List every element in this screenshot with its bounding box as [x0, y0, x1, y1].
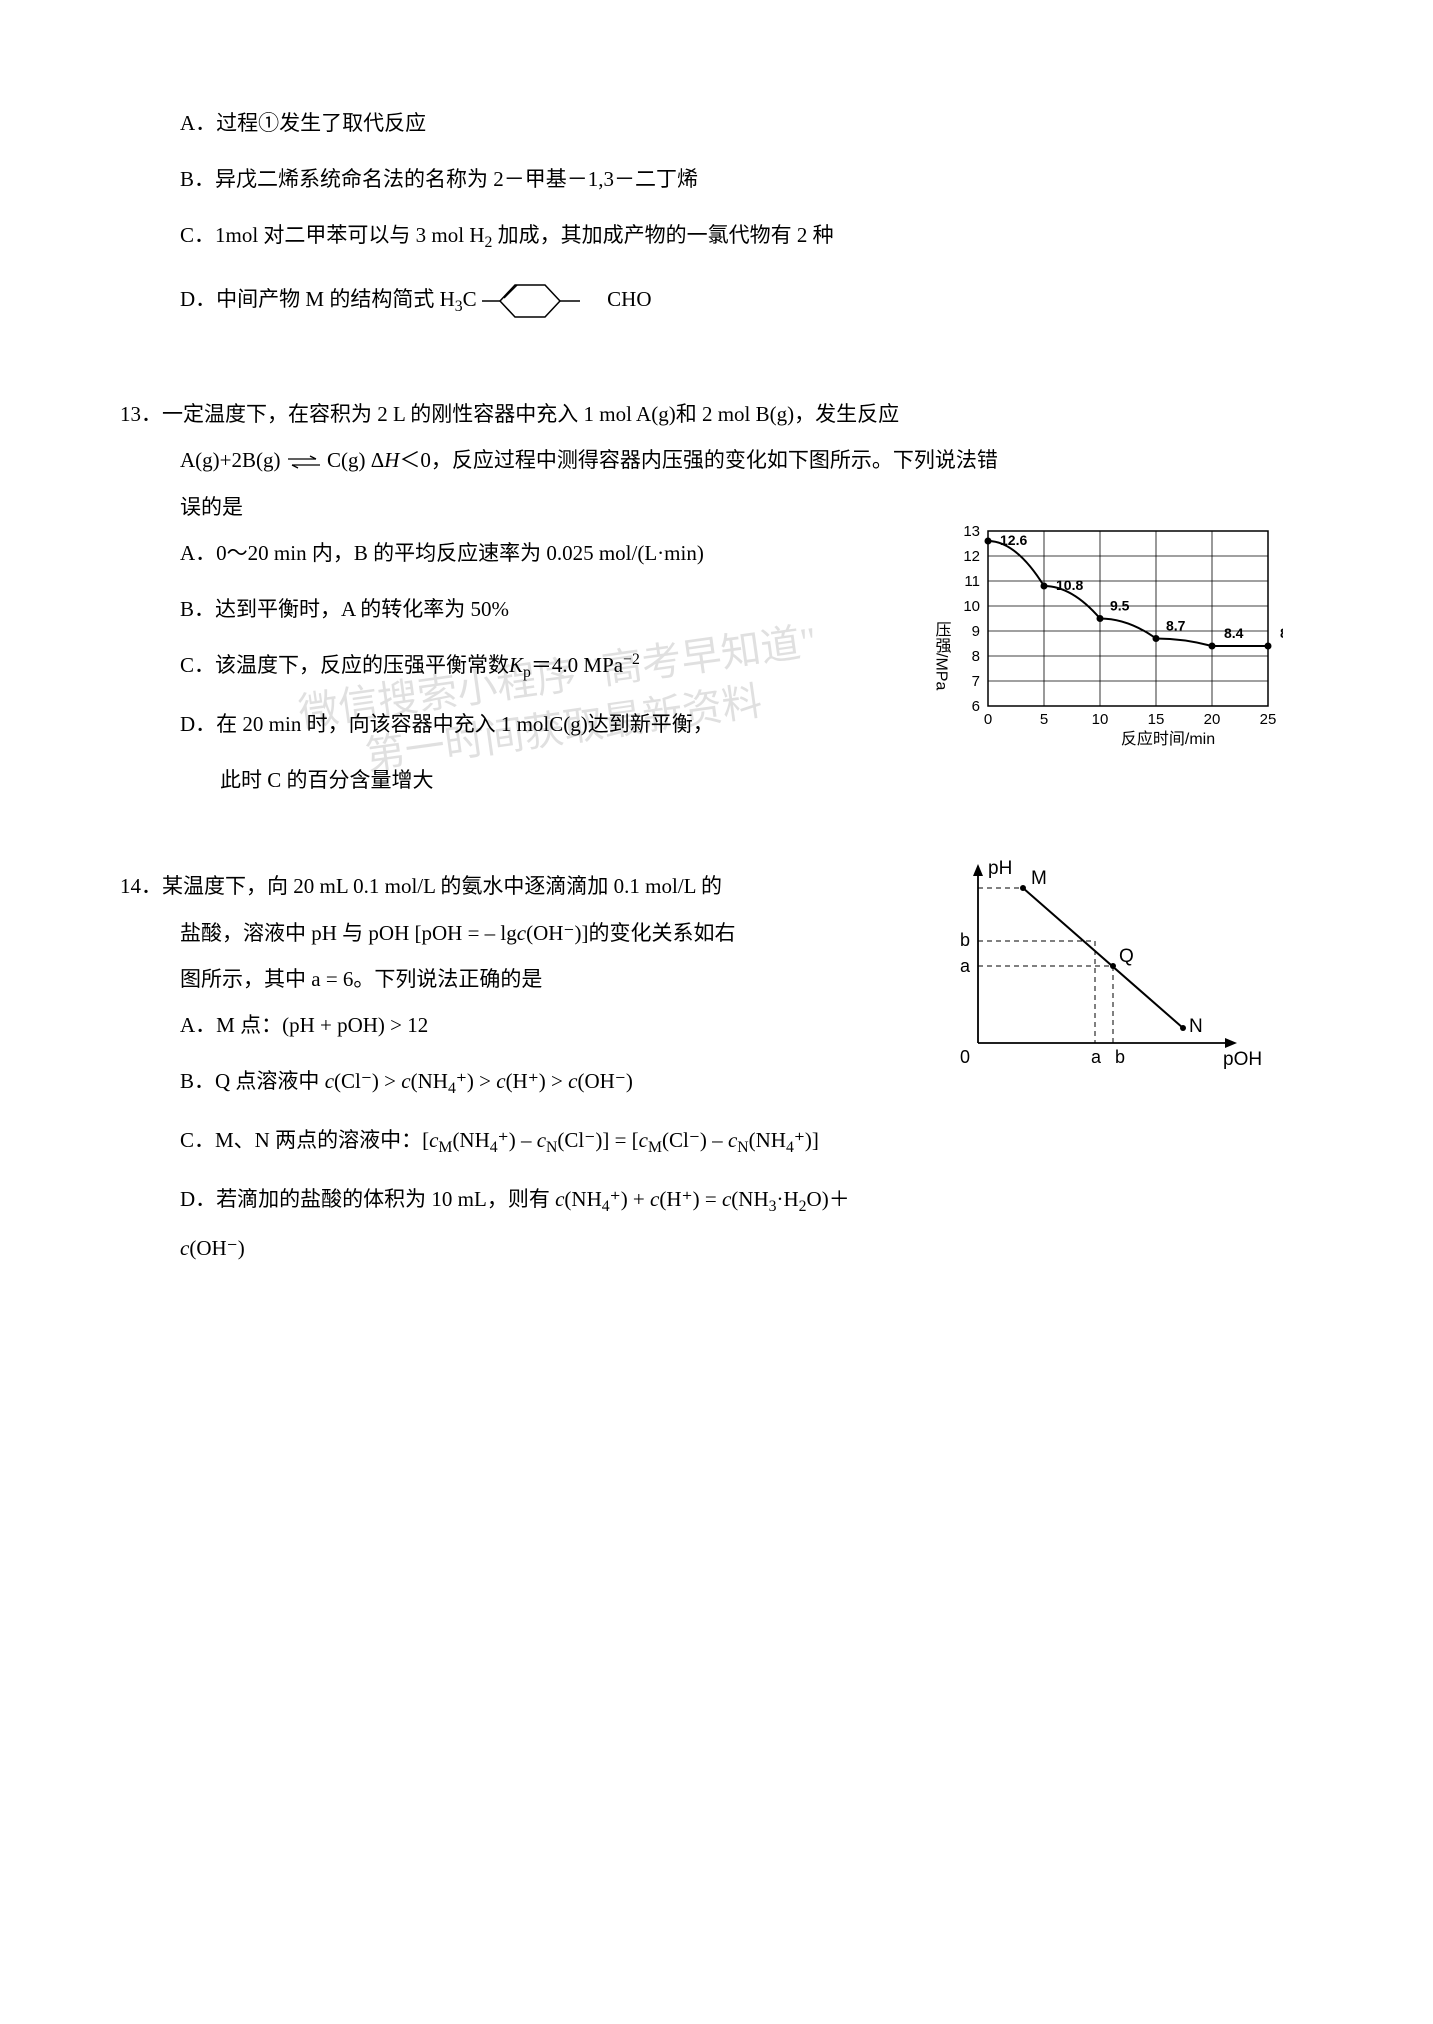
q12-opt-b: B．异戊二烯系统命名法的名称为 2－甲基－1,3－二丁烯 — [180, 156, 1313, 202]
pressure-chart: 0 5 10 15 20 25 6 7 8 9 10 11 12 13 12.6 10.8 9.5 8.7 8.4 8… — [923, 521, 1283, 751]
q13c-sup: −2 — [623, 651, 640, 668]
q13-opt-d2: 此时 C 的百分含量增大 — [220, 757, 820, 803]
svg-text:b: b — [1115, 1047, 1125, 1067]
svg-text:a: a — [960, 956, 971, 976]
svg-text:8: 8 — [972, 648, 980, 665]
q14-opt-d: D．若滴加的盐酸的体积为 10 mL，则有 c(NH4⁺) + c(H⁺) = … — [180, 1176, 900, 1271]
q14b-pre: 盐酸，溶液中 pH 与 pOH [pOH = – lg — [180, 921, 517, 945]
svg-text:6: 6 — [972, 698, 980, 715]
q12d-tail: CHO — [607, 287, 651, 311]
q14-prompt-b: 盐酸，溶液中 pH 与 pOH [pOH = – lgc(OH⁻)]的变化关系如… — [180, 910, 900, 956]
q13-b-h: H — [384, 448, 399, 472]
svg-text:10: 10 — [963, 598, 980, 615]
q14-opt-b: B．Q 点溶液中 c(Cl⁻) > c(NH4⁺) > c(H⁺) > c(OH… — [180, 1058, 900, 1107]
q13-b-mid: C(g) Δ — [327, 448, 384, 472]
q13-opt-a: A．0～20 min 内，B 的平均反应速率为 0.025 mol/(L·min… — [180, 530, 820, 576]
svg-text:8.7: 8.7 — [1166, 618, 1186, 634]
q14b-c: c — [517, 921, 526, 945]
q14-block: 14．某温度下，向 20 mL 0.1 mol/L 的氨水中逐滴滴加 0.1 m… — [120, 863, 1313, 1270]
q14-prompt-a: 14．某温度下，向 20 mL 0.1 mol/L 的氨水中逐滴滴加 0.1 m… — [120, 863, 900, 909]
svg-text:8.4: 8.4 — [1280, 625, 1283, 641]
svg-text:25: 25 — [1260, 711, 1277, 728]
q13-opt-b: B．达到平衡时，A 的转化率为 50% — [180, 586, 820, 632]
svg-text:N: N — [1189, 1016, 1203, 1037]
svg-text:Q: Q — [1119, 946, 1134, 967]
q13-b-post: ＜0，反应过程中测得容器内压强的变化如下图所示。下列说法错 — [399, 448, 998, 472]
svg-text:10: 10 — [1092, 711, 1109, 728]
q13-opt-c: C．该温度下，反应的压强平衡常数Kp＝4.0 MPa−2 — [180, 642, 820, 691]
svg-text:9: 9 — [972, 623, 980, 640]
svg-text:pH: pH — [988, 858, 1012, 879]
q13c-post: ＝4.0 MPa — [531, 653, 623, 677]
q12d-pre: D．中间产物 M 的结构简式 H — [180, 287, 455, 311]
q12d-sub: 3 — [455, 298, 463, 315]
svg-text:13: 13 — [963, 523, 980, 540]
svg-text:反应时间/min: 反应时间/min — [1121, 729, 1215, 748]
q12d-post: C — [463, 287, 477, 311]
svg-text:7: 7 — [972, 673, 980, 690]
equilibrium-arrow-icon — [286, 455, 322, 469]
svg-text:15: 15 — [1148, 711, 1165, 728]
q14b-opt-pre: B．Q 点溶液中 — [180, 1069, 325, 1093]
svg-text:M: M — [1031, 868, 1047, 889]
molecule-icon — [482, 271, 602, 331]
q13-block: 13．一定温度下，在容积为 2 L 的刚性容器中充入 1 mol A(g)和 2… — [120, 391, 1313, 803]
svg-text:12.6: 12.6 — [1000, 532, 1027, 548]
q14-opt-a: A．M 点：(pH + pOH) > 12 — [180, 1002, 900, 1048]
svg-text:8.4: 8.4 — [1224, 625, 1244, 641]
svg-text:0: 0 — [960, 1047, 970, 1067]
svg-text:0: 0 — [984, 711, 992, 728]
q13c-kp: K — [509, 653, 523, 677]
q13c-p: p — [523, 664, 531, 681]
svg-text:a: a — [1091, 1047, 1102, 1067]
q12c-post: 加成，其加成产物的一氯代物有 2 种 — [492, 223, 833, 247]
q13-prompt-b: A(g)+2B(g) C(g) ΔH＜0，反应过程中测得容器内压强的变化如下图所… — [180, 437, 1313, 483]
q13-prompt-a: 13．一定温度下，在容积为 2 L 的刚性容器中充入 1 mol A(g)和 2… — [120, 391, 1313, 437]
q13-opt-d1: D．在 20 min 时，向该容器中充入 1 molC(g)达到新平衡， — [180, 701, 820, 747]
q13c-pre: C．该温度下，反应的压强平衡常数 — [180, 653, 509, 677]
q14-opt-c: C．M、N 两点的溶液中：[cM(NH4⁺) – cN(Cl⁻)] = [cM(… — [180, 1117, 900, 1166]
svg-text:b: b — [960, 930, 970, 950]
ph-poh-chart: MQNbaab0pHpOH — [923, 858, 1263, 1078]
svg-text:pOH: pOH — [1223, 1049, 1262, 1070]
q14d-opt-pre: D．若滴加的盐酸的体积为 10 mL，则有 — [180, 1187, 555, 1211]
q12c-pre: C．1mol 对二甲苯可以与 3 mol H — [180, 223, 485, 247]
q12-opt-c: C．1mol 对二甲苯可以与 3 mol H2 加成，其加成产物的一氯代物有 2… — [180, 212, 1313, 261]
svg-text:20: 20 — [1204, 711, 1221, 728]
q12-opt-a: A．过程①发生了取代反应 — [180, 100, 1313, 146]
svg-text:10.8: 10.8 — [1056, 577, 1083, 593]
q13-b-pre: A(g)+2B(g) — [180, 448, 281, 472]
q14b-post: (OH⁻)]的变化关系如右 — [526, 921, 735, 945]
q14-prompt-c: 图所示，其中 a = 6。下列说法正确的是 — [180, 956, 900, 1002]
q12-opt-d: D．中间产物 M 的结构简式 H3C CHO — [180, 271, 1313, 331]
svg-text:9.5: 9.5 — [1110, 598, 1130, 614]
q14c-opt-pre: C．M、N 两点的溶液中：[ — [180, 1128, 429, 1152]
svg-text:5: 5 — [1040, 711, 1048, 728]
svg-text:压强/MPa: 压强/MPa — [933, 621, 952, 690]
svg-text:12: 12 — [963, 548, 980, 565]
svg-text:11: 11 — [964, 573, 980, 590]
